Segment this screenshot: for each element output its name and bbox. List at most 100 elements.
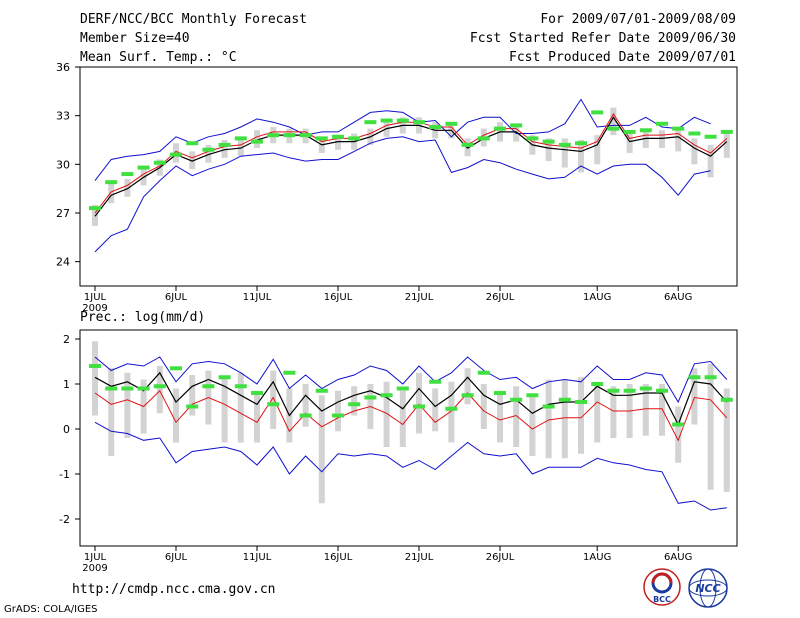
temp-obs-marker xyxy=(218,142,231,147)
temp-xtick-label: 26JUL xyxy=(486,292,515,303)
temp-box xyxy=(205,144,212,163)
temp-xtick-label: 16JUL xyxy=(324,292,353,303)
precip-obs-marker xyxy=(251,391,263,395)
precip-ytick-label: 1 xyxy=(63,378,70,391)
precip-box xyxy=(108,368,115,456)
variable-label: Mean Surf. Temp.: °C xyxy=(80,50,237,65)
temp-box xyxy=(707,144,714,178)
precip-box xyxy=(237,372,244,443)
temp-obs-marker xyxy=(234,136,247,141)
temp-obs-marker xyxy=(153,160,166,165)
temp-ytick-label: 24 xyxy=(56,256,70,269)
temp-obs-marker xyxy=(137,165,150,170)
temp-ytick-label: 30 xyxy=(56,158,70,171)
temp-upper-line xyxy=(94,98,711,181)
precip-obs-marker xyxy=(267,402,280,407)
precip-obs-marker xyxy=(575,400,587,404)
precip-box xyxy=(675,406,682,463)
temp-obs-marker xyxy=(299,133,312,138)
temp-xtick-label: 1AUG xyxy=(583,292,611,303)
precip-obs-marker xyxy=(186,404,199,409)
precip-box xyxy=(383,381,390,447)
precip-xtick-label: 16JUL xyxy=(324,552,353,563)
precip-lower-line xyxy=(94,421,727,511)
temp-mean-line xyxy=(94,116,728,217)
temp-box xyxy=(124,178,131,197)
temp-box xyxy=(626,133,633,153)
grads-credit: GrADS: COLA/IGES xyxy=(4,604,98,615)
temp-obs-marker xyxy=(380,118,393,123)
precip-box xyxy=(189,375,196,416)
temp-box xyxy=(561,138,568,168)
precip-box xyxy=(124,372,131,438)
precip-frame xyxy=(79,329,738,547)
precip-obs-marker xyxy=(283,370,296,375)
precip-obs-marker xyxy=(348,402,361,407)
temp-obs-marker xyxy=(542,139,555,144)
precip-obs-marker xyxy=(332,413,344,418)
temp-obs-marker xyxy=(186,141,199,146)
precip-xtick-label: 11JUL xyxy=(243,552,272,563)
temp-obs-marker xyxy=(591,110,604,115)
precip-box xyxy=(351,386,358,416)
precip-obs-marker xyxy=(591,382,604,386)
precip-box xyxy=(302,384,309,427)
precip-obs-marker xyxy=(105,386,118,391)
temp-box xyxy=(140,167,147,186)
chart-title: DERF/NCC/BCC Monthly Forecast xyxy=(80,12,307,27)
precip-box xyxy=(610,386,617,438)
precip-obs-marker xyxy=(396,386,409,391)
precip-xtick-label: 26JUL xyxy=(486,552,515,563)
precip-upper-line xyxy=(94,356,728,404)
temp-box xyxy=(642,130,649,149)
temp-obs-marker xyxy=(332,134,344,139)
precip-obs-marker xyxy=(364,395,377,400)
precip-obs-marker xyxy=(558,397,571,402)
temp-obs-marker xyxy=(429,125,442,130)
forecast-produced-date: Fcst Produced Date 2009/07/01 xyxy=(509,50,736,65)
temp-obs-marker xyxy=(494,126,506,131)
precip-obs-marker xyxy=(121,386,134,391)
source-url[interactable]: http://cmdp.ncc.cma.gov.cn xyxy=(72,582,276,597)
precip-obs-marker xyxy=(170,366,182,371)
precip-ytick-label: -1 xyxy=(59,468,70,481)
temp-obs-marker xyxy=(526,136,539,141)
precip-box xyxy=(318,395,325,504)
precip-box xyxy=(529,395,536,456)
precip-obs-marker xyxy=(688,375,701,380)
precip-box xyxy=(448,381,455,443)
precip-box xyxy=(464,368,471,405)
precip-box xyxy=(545,379,552,459)
temp-xtick-label: 11JUL xyxy=(243,292,272,303)
precip-xtick-label: 6AUG xyxy=(664,552,692,563)
precip-box xyxy=(432,388,439,432)
precip-obs-marker xyxy=(89,364,101,368)
precip-obs-marker xyxy=(429,379,442,384)
temp-obs-marker xyxy=(251,139,263,144)
temp-box xyxy=(691,138,698,165)
precip-obs-marker xyxy=(299,413,312,418)
precip-obs-marker xyxy=(510,397,523,402)
precip-obs-marker xyxy=(218,375,231,380)
temp-obs-marker xyxy=(461,142,474,147)
precip-box xyxy=(497,390,503,443)
temp-obs-marker xyxy=(510,123,523,128)
temp-obs-marker xyxy=(477,136,490,141)
precip-obs-marker xyxy=(234,384,247,389)
precip-box xyxy=(480,384,487,429)
precip-box xyxy=(254,393,260,443)
temp-obs-marker xyxy=(364,120,377,125)
temp-obs-marker xyxy=(704,134,717,139)
precip-ytick-label: 2 xyxy=(63,333,70,346)
precip-obs-marker xyxy=(315,388,328,393)
temp-xtick-label: 6JUL xyxy=(165,292,188,303)
precip-obs-marker xyxy=(607,388,620,393)
precip-obs-marker xyxy=(542,404,555,409)
precip-obs-marker xyxy=(445,406,458,411)
precip-xtick-label: 21JUL xyxy=(405,552,434,563)
temp-obs-marker xyxy=(623,129,636,134)
temp-obs-marker xyxy=(283,133,296,138)
temp-box xyxy=(254,130,260,149)
precip-obs-marker xyxy=(704,375,717,380)
